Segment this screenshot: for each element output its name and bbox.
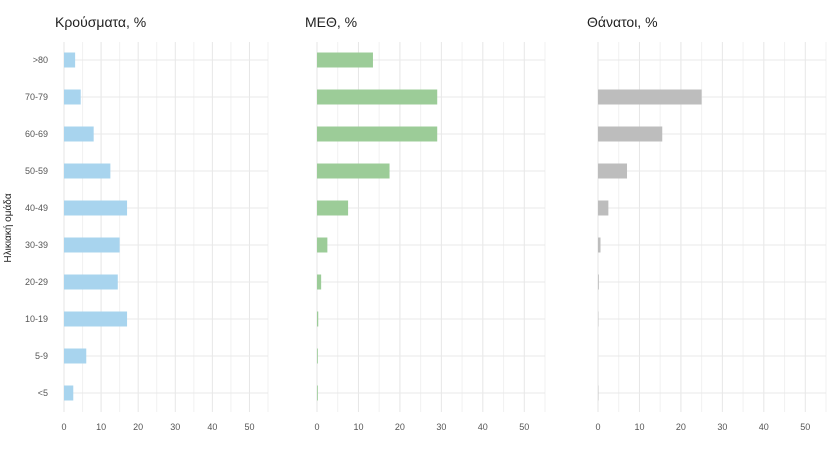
bar-10-19 [64,311,128,327]
bar-70-79 [598,89,702,105]
bar-5-9 [317,348,318,364]
bar-30-39 [64,237,120,253]
panel-1: ΜΕΘ, % 0 10 20 30 40 50 [305,14,546,432]
bar-20-29 [317,274,322,290]
x-tick-label: 0 [595,422,600,432]
y-tick-label: 20-29 [25,277,48,287]
x-tick-label: 10 [634,422,644,432]
bar->80 [64,52,76,68]
x-tick-label: 20 [133,422,143,432]
x-tick-label: 40 [478,422,488,432]
bar-70-79 [64,89,81,105]
bar-20-29 [598,274,599,290]
x-tick-label: 30 [170,422,180,432]
bar-40-49 [64,200,128,216]
x-tick-label: 40 [759,422,769,432]
bar-50-59 [317,163,390,179]
x-tick-label: 10 [353,422,363,432]
y-tick-label: 30-39 [25,240,48,250]
x-tick-label: 30 [717,422,727,432]
x-tick-label: 30 [436,422,446,432]
y-tick-label: >80 [33,55,48,65]
bar-<5 [317,385,318,401]
y-tick-label: 40-49 [25,203,48,213]
bar-50-59 [598,163,628,179]
bar-10-19 [317,311,319,327]
x-tick-label: 0 [314,422,319,432]
bar-60-69 [317,126,438,142]
y-axis-title: Ηλικιακή ομάδα [2,193,14,262]
bar-60-69 [598,126,663,142]
bar->80 [317,52,373,68]
x-tick-label: 40 [207,422,217,432]
bar-20-29 [64,274,118,290]
bar-30-39 [598,237,601,253]
panel-0: Κρούσματα, % 0 10 20 30 40 50 [55,14,269,432]
panel-title: Κρούσματα, % [55,14,146,30]
bar-40-49 [598,200,609,216]
panel-title: Θάνατοι, % [587,14,658,30]
y-tick-label: 70-79 [25,92,48,102]
bar-5-9 [64,348,87,364]
y-tick-label: 5-9 [35,351,48,361]
bar-70-79 [317,89,438,105]
y-tick-label: 60-69 [25,129,48,139]
y-tick-label: <5 [38,388,48,398]
bar-40-49 [317,200,349,216]
x-tick-label: 50 [519,422,529,432]
bar-50-59 [64,163,111,179]
x-tick-label: 50 [244,422,254,432]
y-tick-label: 10-19 [25,314,48,324]
bar-30-39 [317,237,328,253]
x-tick-label: 0 [61,422,66,432]
x-tick-label: 20 [676,422,686,432]
bar-<5 [64,385,74,401]
y-tick-label: 50-59 [25,166,48,176]
bar-60-69 [64,126,94,142]
x-tick-label: 20 [395,422,405,432]
panel-title: ΜΕΘ, % [305,14,357,30]
x-tick-label: 50 [800,422,810,432]
x-tick-label: 10 [96,422,106,432]
panel-2: Θάνατοι, % 0 10 20 30 40 50 [587,14,827,432]
